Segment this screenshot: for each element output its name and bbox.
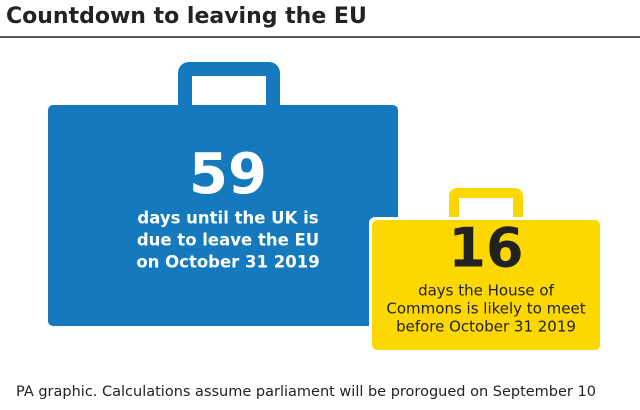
caption-line: days until the UK is [137, 209, 318, 228]
caption-line: on October 31 2019 [136, 253, 319, 272]
caption-line: before October 31 2019 [396, 318, 576, 336]
big-number: 59 [189, 142, 267, 207]
title: Countdown to leaving the EU [6, 4, 367, 29]
suitcase-body [48, 105, 398, 326]
caption-line: due to leave the EU [137, 231, 319, 250]
footer: PA graphic. Calculations assume parliame… [16, 384, 596, 400]
suitcase-body [372, 220, 600, 350]
caption-line: days the House of [418, 282, 555, 300]
big-number: 16 [448, 217, 523, 280]
caption-line: Commons is likely to meet [386, 300, 585, 318]
